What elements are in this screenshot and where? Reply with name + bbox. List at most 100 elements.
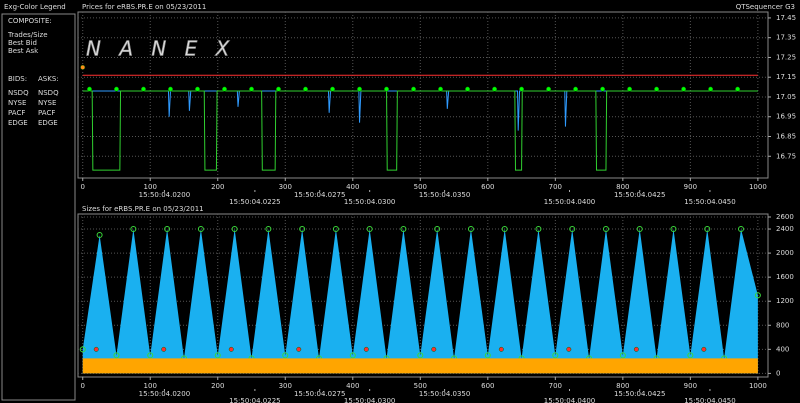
point: [411, 86, 416, 92]
x-tick-label: 1000: [749, 183, 767, 191]
size-marker: [619, 352, 626, 359]
point: [627, 86, 633, 92]
time-label: 15:50:04.0425: [614, 191, 665, 199]
chart-title: Prices for eRBS.PR.E on 05/23/2011: [82, 3, 206, 11]
x-tick-label: 100: [144, 183, 157, 191]
size-marker: [164, 226, 171, 233]
point: [249, 86, 254, 92]
size-marker: [602, 226, 609, 233]
point: [228, 346, 234, 352]
size-marker: [467, 226, 474, 233]
time-label: 15:50:04.0275: [294, 191, 345, 199]
point: [681, 86, 687, 92]
time-label: 15:50:04.0275: [294, 390, 345, 398]
y-tick-label: 16.95: [776, 113, 796, 121]
point: [701, 346, 707, 352]
y-tick-label: 17.45: [776, 14, 796, 22]
x-tick-label: 200: [211, 183, 224, 191]
point: [161, 346, 167, 352]
point: [600, 86, 606, 92]
size-marker: [366, 226, 373, 233]
y-tick-label: 1200: [776, 297, 794, 305]
point: [654, 86, 660, 92]
time-label: 15:50:04.0350: [419, 390, 470, 398]
app-title: QTSequencer G3: [736, 3, 795, 11]
size-marker: [704, 226, 711, 233]
time-label: 15:50:04.0300: [344, 198, 395, 206]
x-tick-label: 0: [80, 183, 84, 191]
legend-frame: [1, 13, 76, 401]
composite-label: COMPOSITE:: [8, 17, 52, 25]
size-marker: [214, 352, 221, 359]
x-tick-label: 100: [144, 382, 157, 390]
point: [708, 86, 714, 92]
size-marker: [737, 226, 744, 233]
size-marker: [130, 226, 137, 233]
size-marker: [754, 292, 761, 299]
legend-entry: NSDQ: [38, 89, 59, 97]
point: [363, 346, 369, 352]
point: [330, 86, 335, 92]
size-marker: [417, 352, 424, 359]
point: [296, 346, 302, 352]
x-tick-label: 0: [80, 382, 84, 390]
size-marker: [687, 352, 694, 359]
time-label: 15:50:04.0350: [419, 191, 470, 199]
point: [498, 346, 504, 352]
legend-entry: Best Bid: [8, 39, 37, 47]
x-tick-label: 1000: [749, 382, 767, 390]
time-label: 15:50:04.0450: [684, 198, 735, 206]
size-marker: [501, 226, 508, 233]
x-tick-label: 300: [279, 382, 292, 390]
bids-label: BIDS:: [8, 75, 27, 83]
point: [573, 86, 579, 92]
x-tick-label: 500: [414, 382, 427, 390]
point: [80, 64, 86, 70]
series-area: [82, 358, 758, 374]
chart-title: Sizes for eRBS.PR.E on 05/23/2011: [82, 205, 204, 213]
time-label: 15:50:04.0200: [139, 191, 190, 199]
point: [141, 86, 146, 92]
time-label: 15:50:04.0400: [544, 397, 595, 403]
y-tick-label: 0: [776, 369, 780, 377]
size-marker: [349, 352, 356, 359]
legend-title: Exg-Color Legend: [4, 3, 66, 11]
y-tick-label: 400: [776, 345, 789, 353]
size-marker: [332, 226, 339, 233]
point: [735, 86, 741, 92]
point: [276, 86, 281, 92]
point: [357, 86, 362, 92]
point: [492, 86, 498, 92]
size-marker: [636, 226, 643, 233]
y-tick-label: 17.05: [776, 93, 796, 101]
legend-entry: Best Ask: [8, 47, 39, 55]
size-marker: [569, 226, 576, 233]
legend-entry: Trades/Size: [7, 31, 48, 39]
time-label: 15:50:04.0225: [229, 397, 280, 403]
legend-entry: NSDQ: [8, 89, 29, 97]
legend-entry: EDGE: [38, 119, 58, 127]
size-marker: [197, 226, 204, 233]
legend-entry: PACF: [38, 109, 55, 117]
x-tick-label: 700: [549, 183, 562, 191]
size-marker: [282, 352, 289, 359]
y-tick-label: 16.75: [776, 152, 796, 160]
size-marker: [265, 226, 272, 233]
point: [168, 86, 173, 92]
plot-frame: [77, 11, 769, 179]
x-tick-label: 800: [616, 183, 629, 191]
point: [222, 86, 227, 92]
size-marker: [400, 226, 407, 233]
x-tick-label: 700: [549, 382, 562, 390]
point: [633, 346, 639, 352]
size-marker: [79, 346, 86, 353]
y-tick-label: 1600: [776, 273, 794, 281]
x-tick-label: 800: [616, 382, 629, 390]
point: [431, 346, 437, 352]
watermark: N A N E X: [86, 37, 235, 61]
y-tick-label: 2000: [776, 249, 794, 257]
size-marker: [147, 352, 154, 359]
x-tick-label: 900: [684, 382, 697, 390]
point: [93, 346, 99, 352]
point: [566, 346, 572, 352]
